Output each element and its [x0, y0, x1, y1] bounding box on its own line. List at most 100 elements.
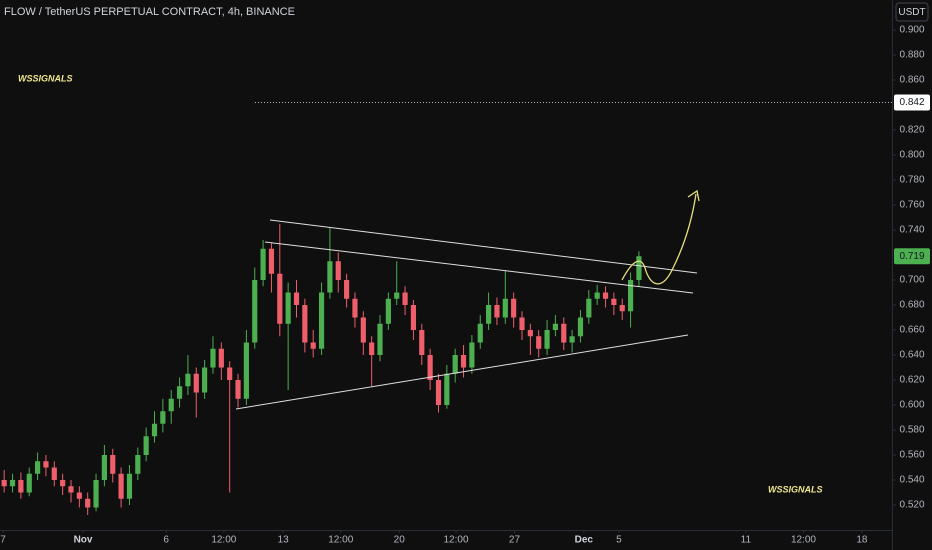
- candle-body: [268, 248, 275, 274]
- candle-body: [93, 480, 99, 508]
- y-tick-label: 0.580: [899, 425, 924, 436]
- candle-body: [569, 336, 575, 343]
- candle-body: [486, 305, 492, 324]
- candle-body: [218, 348, 224, 368]
- candle-body: [327, 261, 333, 293]
- candle-body: [143, 436, 149, 455]
- candle-body: [43, 461, 49, 468]
- candle-body: [360, 317, 366, 343]
- currency-label[interactable]: USDT: [898, 7, 925, 18]
- candle-body: [402, 292, 408, 305]
- candle-body: [1, 480, 7, 487]
- candle-body: [344, 280, 350, 299]
- arrow-head: [687, 189, 700, 202]
- candle-body: [561, 323, 567, 343]
- watermark: WSSIGNALS: [18, 73, 73, 83]
- currency-button[interactable]: [895, 2, 929, 22]
- x-tick-label: 27: [509, 535, 521, 546]
- watermark: WSSIGNALS: [768, 484, 823, 494]
- candle-body: [85, 498, 91, 508]
- candle-body: [469, 342, 475, 368]
- candle-body: [135, 455, 141, 474]
- drawings: [235, 219, 698, 410]
- candle-body: [435, 380, 442, 405]
- candle-body: [577, 317, 584, 337]
- candle-body: [76, 492, 82, 499]
- candle-body: [594, 292, 600, 299]
- candle-body: [51, 467, 57, 480]
- candle-body: [335, 261, 341, 280]
- candle-body: [243, 342, 249, 399]
- y-tick-label: 0.680: [899, 300, 924, 311]
- candle-body: [26, 473, 32, 493]
- x-tick-label: 12:00: [328, 535, 353, 546]
- price-line-box: [894, 94, 930, 111]
- candle-body: [452, 355, 458, 374]
- plot: [1, 223, 642, 515]
- candle-body: [310, 342, 316, 349]
- candle-body: [277, 273, 283, 324]
- candle-body: [477, 323, 483, 343]
- candle-body: [394, 292, 400, 299]
- x-tick-label: 12:00: [791, 535, 816, 546]
- candle-body: [260, 248, 266, 280]
- candle-body: [318, 292, 325, 349]
- candle-body: [410, 305, 417, 330]
- x-tick-label: 7: [0, 535, 6, 546]
- y-tick-label: 0.660: [899, 325, 924, 336]
- candle-body: [494, 305, 500, 318]
- x-tick-label: 5: [616, 535, 622, 546]
- candle-body: [285, 292, 291, 324]
- x-tick-label: 12:00: [211, 535, 236, 546]
- x-tick-label: Nov: [74, 535, 93, 546]
- trend-line: [269, 219, 698, 274]
- candle-body: [227, 367, 233, 380]
- candle-body: [9, 480, 16, 487]
- candle-body: [68, 486, 74, 493]
- x-tick-label: 18: [856, 535, 868, 546]
- candle-body: [511, 298, 517, 318]
- candle-body: [176, 386, 183, 399]
- candle-body: [427, 355, 433, 380]
- forecast-arrow: [621, 189, 700, 285]
- candle-body: [252, 280, 258, 343]
- y-tick-label: 0.820: [899, 125, 924, 136]
- candle-body: [544, 330, 550, 349]
- y-tick-label: 0.900: [899, 25, 924, 36]
- candle-body: [636, 256, 642, 280]
- chart-title: FLOW / TetherUS PERPETUAL CONTRACT, 4h, …: [4, 6, 295, 18]
- last-price-box: [894, 248, 930, 265]
- candle-body: [126, 473, 133, 499]
- candle-body: [586, 298, 592, 318]
- y-tick-label: 0.880: [899, 50, 924, 61]
- candle-body: [293, 292, 300, 305]
- candle-body: [352, 298, 358, 318]
- y-tick-label: 0.760: [899, 200, 924, 211]
- y-tick-label: 0.800: [899, 150, 924, 161]
- candle-body: [185, 373, 191, 387]
- y-tick-label: 0.540: [899, 475, 924, 486]
- candle-body: [110, 455, 116, 474]
- candle-body: [519, 317, 525, 330]
- x-tick-label: 20: [394, 535, 406, 546]
- candle-body: [101, 455, 107, 480]
- price-line-label: 0.842: [899, 97, 924, 108]
- y-tick-label: 0.620: [899, 375, 924, 386]
- candle-body: [369, 342, 375, 355]
- candle-body: [627, 280, 634, 312]
- candle-body: [444, 373, 450, 405]
- candle-body: [619, 305, 625, 312]
- trend-line: [264, 241, 694, 294]
- candle-body: [611, 298, 617, 305]
- candle-body: [193, 373, 199, 393]
- y-tick-label: 0.860: [899, 75, 924, 86]
- candle-body: [552, 323, 559, 330]
- y-tick-label: 0.740: [899, 225, 924, 236]
- x-tick-label: 11: [741, 535, 752, 546]
- candle-body: [536, 336, 542, 349]
- y-tick-label: 0.700: [899, 275, 924, 286]
- candle-body: [460, 355, 467, 368]
- candle-body: [377, 323, 383, 355]
